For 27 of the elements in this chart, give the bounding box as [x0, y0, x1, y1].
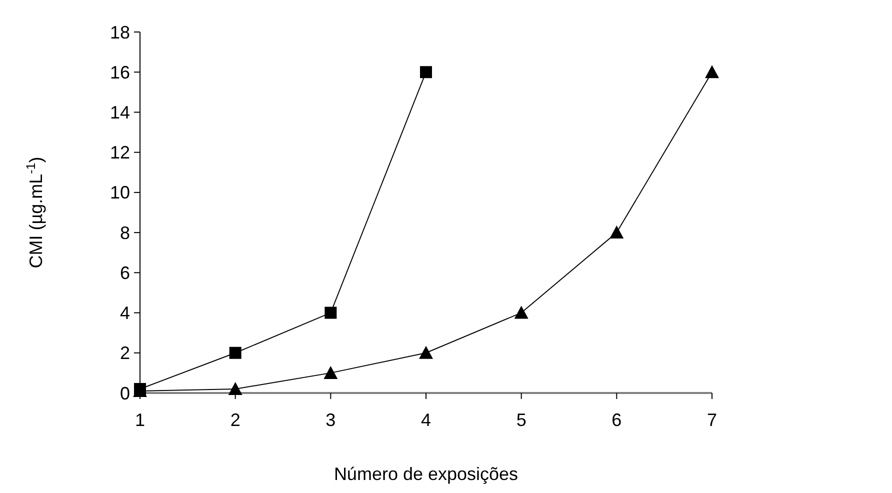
x-tick-label: 7 — [706, 410, 718, 430]
y-tick-label: 0 — [120, 383, 130, 404]
y-tick-label: 18 — [110, 22, 130, 42]
y-tick-label: 4 — [120, 303, 130, 324]
x-tick-label: 3 — [326, 410, 336, 430]
x-tick-label: 2 — [230, 410, 240, 430]
point — [705, 65, 719, 78]
y-tick-label: 8 — [120, 222, 130, 243]
point — [420, 66, 432, 78]
point — [324, 366, 338, 379]
x-tick-label: 4 — [420, 410, 432, 430]
point — [419, 346, 433, 359]
y-tick-label: 16 — [110, 62, 130, 82]
point — [324, 306, 337, 319]
x-tick-label: 5 — [516, 410, 526, 430]
x-axis-title: Número de exposições — [334, 464, 518, 484]
point — [610, 226, 624, 239]
x-tick-label: 1 — [134, 410, 146, 430]
point — [514, 306, 528, 319]
y-tick-label: 14 — [110, 102, 130, 123]
point — [228, 382, 242, 395]
y-tick-label: 6 — [120, 262, 130, 283]
point — [229, 346, 242, 359]
x-tick-label: 6 — [612, 410, 622, 430]
y-tick-label: 12 — [110, 142, 130, 163]
y-tick-label: 2 — [120, 343, 130, 364]
y-tick-label: 10 — [110, 182, 130, 203]
